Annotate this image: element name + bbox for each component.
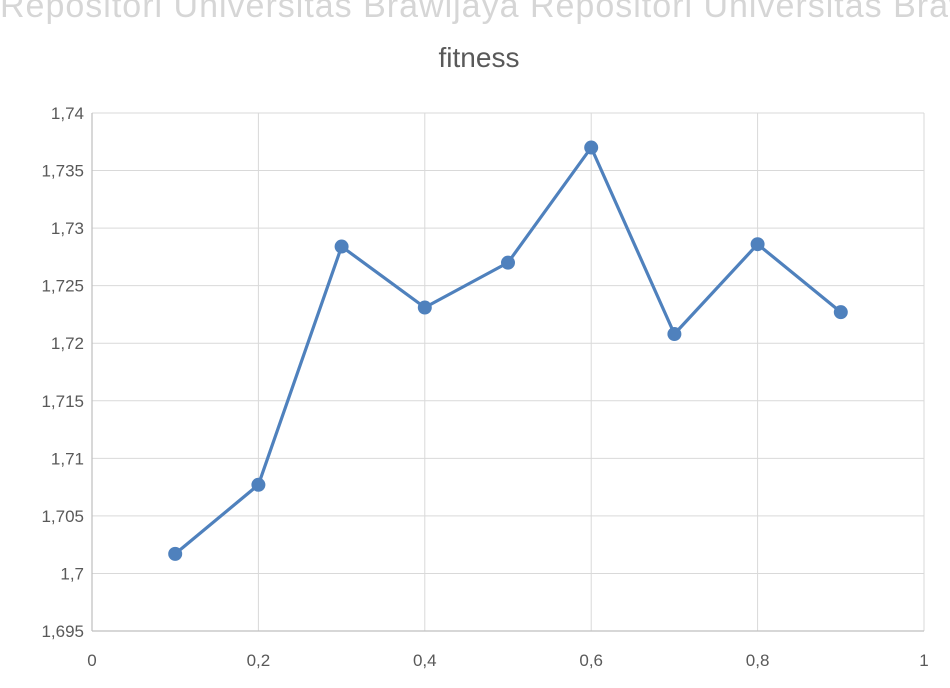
x-tick-label: 0,2 bbox=[247, 651, 271, 670]
axes bbox=[91, 113, 924, 632]
gridlines bbox=[92, 112, 925, 631]
x-tick-label: 0 bbox=[87, 651, 96, 670]
data-point bbox=[501, 255, 515, 270]
y-tick-label: 1,705 bbox=[41, 507, 84, 526]
y-tick-label: 1,74 bbox=[51, 104, 84, 123]
y-tick-label: 1,71 bbox=[51, 449, 84, 468]
x-tick-label: 0,4 bbox=[413, 651, 437, 670]
y-tick-label: 1,735 bbox=[41, 162, 84, 181]
watermark-text: Repositori Universitas Brawijaya Reposit… bbox=[0, 0, 950, 25]
data-point bbox=[750, 237, 765, 252]
y-tick-label: 1,73 bbox=[51, 219, 84, 238]
data-point bbox=[417, 300, 432, 315]
series-fitness bbox=[168, 140, 848, 561]
y-tick-label: 1,695 bbox=[41, 622, 84, 641]
x-tick-label: 0,8 bbox=[746, 651, 770, 670]
data-point bbox=[168, 546, 183, 561]
data-point bbox=[584, 140, 599, 155]
series-line bbox=[174, 145, 842, 556]
tick-labels: 1,695 1,7 1,705 1,71 1,715 1,72 1,725 1,73 1,735… bbox=[41, 104, 928, 670]
x-tick-label: 1 bbox=[919, 651, 928, 670]
y-tick-label: 1,715 bbox=[41, 392, 84, 411]
x-tick-label: 0,6 bbox=[579, 651, 603, 670]
y-tick-label: 1,725 bbox=[41, 277, 84, 296]
data-point bbox=[251, 477, 266, 492]
data-point bbox=[334, 239, 349, 254]
y-tick-label: 1,72 bbox=[51, 334, 84, 353]
chart-title: fitness bbox=[439, 42, 520, 73]
y-tick-label: 1,7 bbox=[60, 564, 84, 583]
data-point bbox=[833, 305, 848, 320]
data-point bbox=[667, 327, 682, 342]
